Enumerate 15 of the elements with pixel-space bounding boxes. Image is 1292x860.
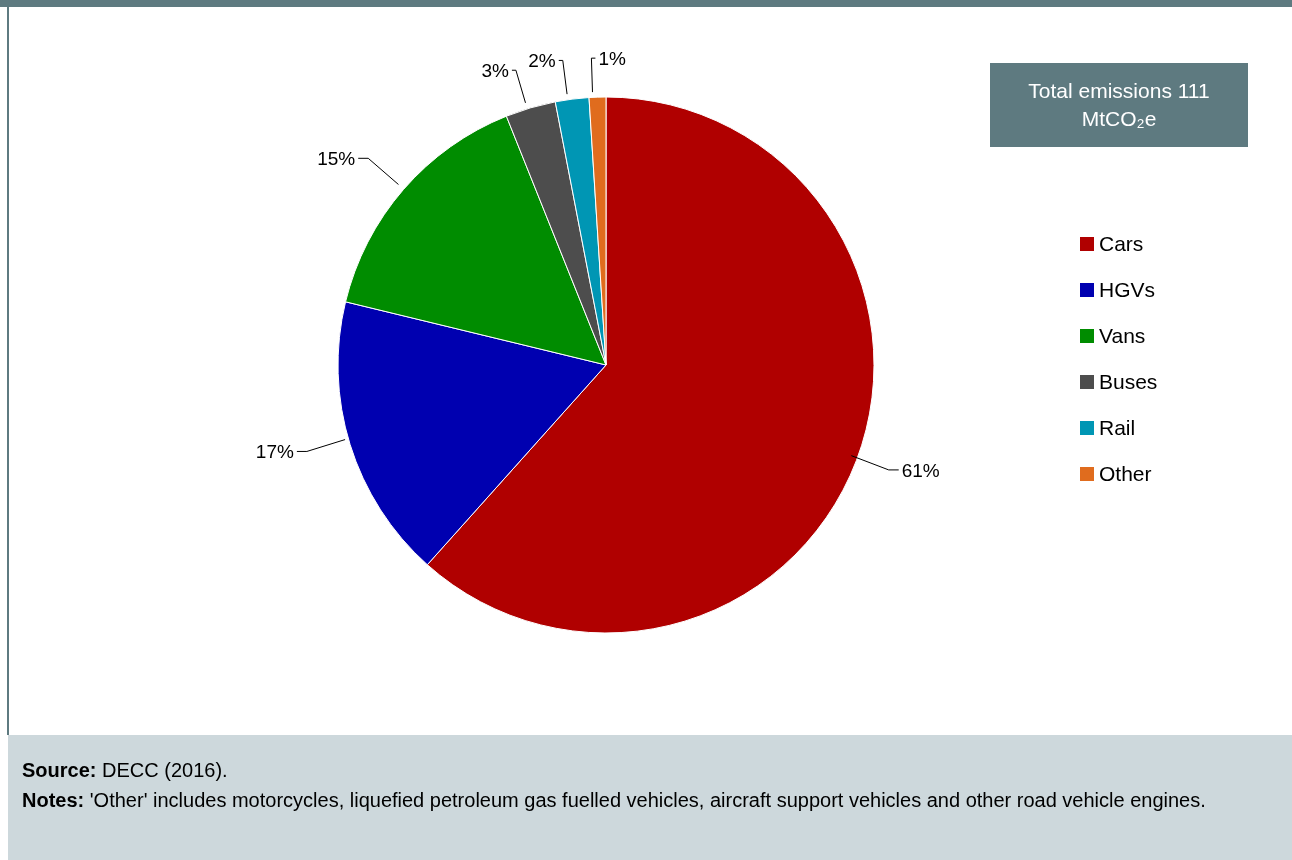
data-label: 3% [481, 59, 510, 81]
data-label: 17% [255, 441, 294, 463]
legend-label: Cars [1099, 232, 1144, 256]
data-label: 1% [598, 47, 626, 69]
legend-label: Rail [1099, 416, 1136, 440]
source-note: Source: DECC (2016). [22, 759, 228, 781]
legend-label: Vans [1099, 324, 1146, 348]
legend-label: HGVs [1099, 278, 1156, 302]
data-label: 15% [317, 147, 356, 169]
data-label: 61% [901, 459, 940, 481]
legend-label: Buses [1099, 370, 1158, 394]
text: Notes: 'Other' includes motorcycles, liquefied petroleum gas fuelled vehicles, aircraft support vehicles and other road vehicle engines. [22, 789, 1206, 811]
data-label: 2% [528, 50, 556, 72]
text: Total emissions 111 MtCO₂e [990, 63, 1248, 147]
legend-label: Other [1099, 462, 1152, 486]
